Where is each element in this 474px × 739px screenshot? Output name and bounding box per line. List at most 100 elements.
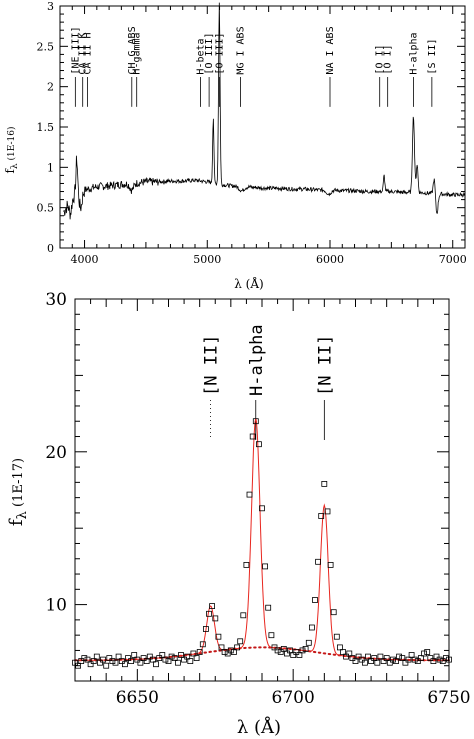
data-point xyxy=(312,597,318,603)
data-point xyxy=(137,659,144,666)
data-point xyxy=(262,563,269,570)
data-point xyxy=(355,653,362,660)
data-point xyxy=(346,650,353,657)
data-point xyxy=(128,658,135,664)
data-point xyxy=(283,650,290,657)
data-point xyxy=(259,505,265,512)
data-point xyxy=(209,603,216,609)
data-point xyxy=(349,655,356,661)
data-point xyxy=(103,662,110,669)
data-point xyxy=(371,655,378,661)
data-point xyxy=(343,653,350,660)
data-point xyxy=(206,610,212,617)
data-point xyxy=(411,656,418,663)
data-point xyxy=(131,652,138,658)
top-spectrum-line xyxy=(63,2,466,220)
top-lineid-label: H-alpha xyxy=(408,32,419,74)
data-point xyxy=(277,649,284,655)
data-point xyxy=(389,656,396,663)
data-point xyxy=(237,638,244,645)
data-point xyxy=(265,604,272,611)
data-point xyxy=(190,650,197,657)
data-point xyxy=(168,653,175,660)
top-lineid-label: H-beta xyxy=(196,38,207,74)
bottom-line-identifications: [N II] H-alpha [N II] xyxy=(202,324,335,440)
data-point xyxy=(324,508,331,515)
data-point xyxy=(271,644,278,651)
data-point xyxy=(115,653,122,660)
data-point xyxy=(212,615,219,622)
data-point xyxy=(146,653,153,660)
data-point xyxy=(78,658,85,664)
data-point xyxy=(106,655,113,661)
data-point xyxy=(230,649,237,655)
data-point xyxy=(215,633,222,640)
data-point xyxy=(380,658,387,664)
data-point xyxy=(417,655,424,661)
top-ytick-label: 1.5 xyxy=(37,121,55,134)
data-point xyxy=(196,649,203,655)
data-point xyxy=(202,626,209,632)
data-point xyxy=(118,658,125,664)
data-point xyxy=(224,650,231,657)
data-point xyxy=(93,653,100,660)
data-point xyxy=(327,562,334,568)
bottom-ytick-label: 10 xyxy=(45,596,67,616)
bottom-ylabel-unit: (1E-17) xyxy=(11,458,26,507)
data-point xyxy=(234,644,241,651)
data-point xyxy=(318,513,325,519)
top-xlabel: λ (Å) xyxy=(234,276,263,291)
top-lineid-label: [O III] xyxy=(204,32,215,74)
bottom-ylabel-sub: λ xyxy=(15,511,30,519)
data-point xyxy=(243,562,250,568)
data-point xyxy=(122,661,128,668)
data-point xyxy=(134,656,141,663)
data-point xyxy=(280,646,287,652)
bottom-axes: 10 20 30 6650 6700 6750 xyxy=(45,290,470,708)
bottom-ylabel-f: f xyxy=(6,518,27,526)
data-point xyxy=(430,658,437,664)
data-point xyxy=(293,649,300,655)
bottom-zoom-panel: [N II] H-alpha [N II] 10 20 30 6650 6700 6750 f… xyxy=(6,290,471,738)
data-point xyxy=(352,658,359,664)
data-point xyxy=(358,656,365,663)
data-point xyxy=(181,656,188,663)
data-point xyxy=(255,441,262,448)
top-lineid-label: H-gamma xyxy=(132,32,143,74)
bottom-xlabel: λ (Å) xyxy=(237,716,281,738)
data-point xyxy=(296,652,303,658)
top-xtick-label: 6000 xyxy=(316,253,344,266)
data-point xyxy=(221,649,228,655)
data-point xyxy=(436,656,443,663)
top-lineid-label: CA II H xyxy=(83,32,94,74)
top-xtick-label: 5000 xyxy=(193,253,221,266)
data-point xyxy=(330,609,337,616)
data-point xyxy=(156,655,163,661)
data-point xyxy=(218,644,225,651)
top-lineid-label: NA I ABS xyxy=(325,26,336,74)
data-point xyxy=(252,418,259,425)
top-ytick-label: 2.5 xyxy=(37,40,55,53)
top-lineid-label: CA II K xyxy=(78,32,89,74)
data-point xyxy=(442,655,449,661)
top-xtick-label: 4000 xyxy=(71,253,99,266)
data-point xyxy=(274,647,281,654)
data-point xyxy=(81,655,88,661)
data-point xyxy=(84,656,91,663)
data-point xyxy=(125,655,131,661)
data-point xyxy=(383,655,390,661)
data-point xyxy=(308,624,315,631)
data-point xyxy=(414,658,421,664)
data-point xyxy=(408,652,415,658)
top-ytick-label: 1 xyxy=(47,161,54,174)
data-point xyxy=(299,647,306,654)
data-point xyxy=(184,653,191,660)
top-lineid-label: CH G ABS xyxy=(127,26,138,74)
bottom-lineid-label: H-alpha xyxy=(247,324,267,396)
data-point xyxy=(227,647,234,654)
data-point xyxy=(171,655,178,661)
data-point xyxy=(140,655,147,661)
